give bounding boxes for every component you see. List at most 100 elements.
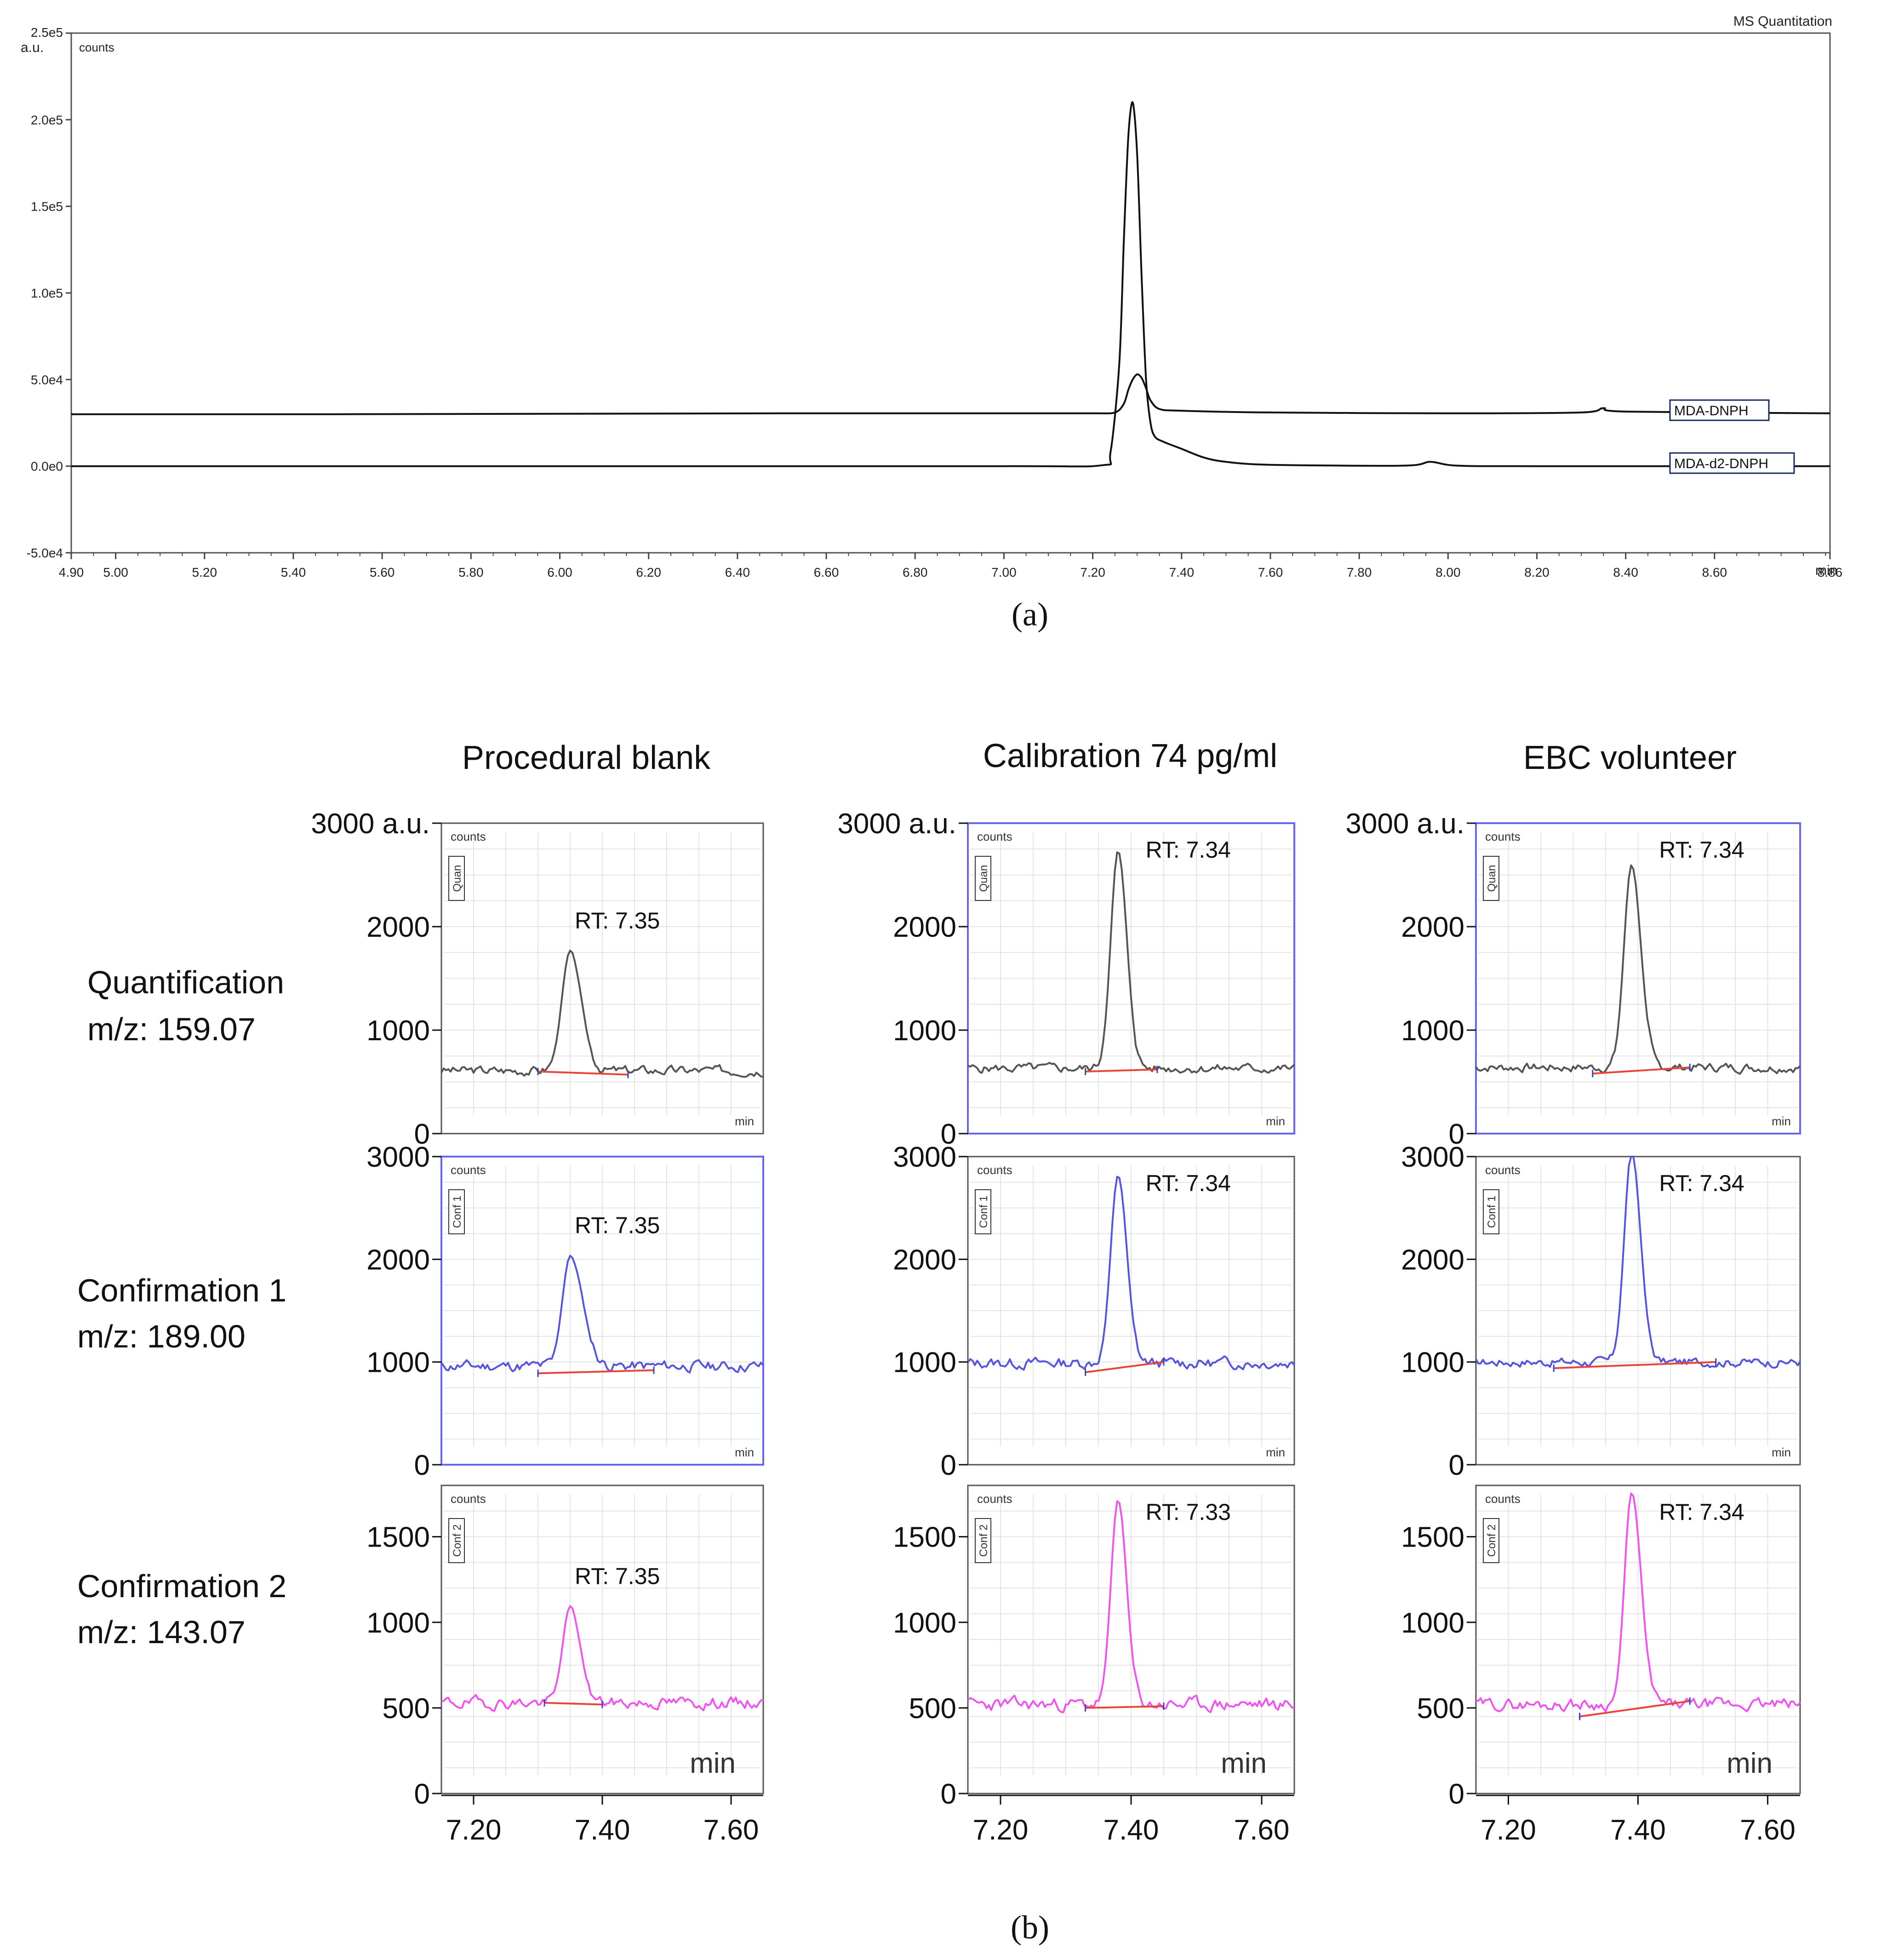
subplot-x-label: min [1221, 1748, 1267, 1779]
column-title-procedural-blank: Procedural blank [462, 739, 711, 776]
subplot-rt-label: RT: 7.34 [1146, 837, 1231, 863]
subplot-r1-c1: counts Conf 1 min RT: 7.34 0 1000 2000 3000 [893, 1141, 1295, 1481]
subplot-integration-baseline [538, 1369, 654, 1375]
caption-b: (b) [1011, 1909, 1049, 1946]
legend-tag-mda-d2-dnph: MDA-d2-DNPH [1669, 452, 1795, 474]
subplot-y-tick-label: 0 [941, 1450, 956, 1481]
subplot-trace-tag-label: Conf 1 [1486, 1196, 1498, 1228]
subplot-y-tick-label: 0 [414, 1118, 430, 1150]
subplot-y-tick-label: 0 [941, 1778, 956, 1810]
subplot-trace [1475, 864, 1801, 1075]
subplot-trace [967, 1500, 1295, 1714]
subplot-trace [440, 1255, 764, 1374]
subplot-y-tick-label: 1000 [366, 1347, 430, 1379]
subplot-trace-tag-box [1483, 1189, 1499, 1234]
subplot-integration-baseline [1592, 1066, 1690, 1075]
panel-a-x-tick-label: 8.86 [1818, 565, 1843, 579]
subplot-integration-baseline [1554, 1361, 1716, 1370]
panel-a-y-tick-label: 1.5e5 [31, 200, 63, 214]
subplot-counts-label: counts [977, 1163, 1012, 1177]
panel-a-y-tick-label: -5.0e4 [27, 546, 63, 560]
row-mz-confirmation-2: m/z: 143.07 [77, 1614, 246, 1650]
subplot-x-tick-label: 7.40 [575, 1814, 630, 1846]
panel-a-chromatogram: MS Quantitation a.u. counts min -5.0e4 0.… [21, 14, 1842, 579]
subplot-y-tick-label: 500 [909, 1693, 956, 1725]
subplot-y-tick-label: 2000 [366, 911, 430, 943]
subplot-rt-label: RT: 7.35 [575, 908, 660, 934]
column-title-ebc-volunteer: EBC volunteer [1523, 739, 1737, 776]
subplot-rt-label: RT: 7.33 [1146, 1499, 1231, 1525]
subplot-trace-tag: Conf 2 [1483, 1518, 1499, 1563]
subplot-trace [1475, 1492, 1801, 1713]
subplot-y-tick-label: 2000 [1401, 1244, 1464, 1276]
panel-a-x-tick-label: 5.40 [281, 565, 306, 579]
subplot-trace-tag-box [448, 1189, 465, 1234]
subplot-x-label-small: min [735, 1445, 754, 1459]
panel-a-x-tick-label: 5.80 [458, 565, 484, 579]
subplot-counts-label: counts [1485, 1492, 1521, 1506]
column-title-calibration: Calibration 74 pg/ml [983, 738, 1277, 774]
subplot-trace-tag-label: Quan [978, 865, 990, 892]
subplot-integration-baseline [1085, 1361, 1164, 1373]
panel-a-x-tick-label: 6.60 [814, 565, 839, 579]
subplot-y-tick-label: 1000 [893, 1347, 956, 1379]
panel-a-x-axis: 4.90 5.00 5.20 5.40 5.60 5.80 6.00 6.20 6.40 6.60… [59, 553, 1843, 579]
subplot-y-tick-label: 2000 [893, 1244, 956, 1276]
subplot-counts-label: counts [1485, 830, 1521, 843]
subplot-r2-c1: counts Conf 2 min RT: 7.33 0 500 1000 1500 7.20 7… [893, 1484, 1295, 1846]
legend-label-mda-dnph: MDA-DNPH [1674, 403, 1749, 418]
subplot-trace-tag: Conf 2 [975, 1518, 991, 1563]
subplot-counts-label: counts [451, 1492, 486, 1506]
subplot-x-label: min [1727, 1748, 1773, 1779]
panel-a-x-tick-label: 6.80 [903, 565, 928, 579]
panel-a-x-tick-label: 7.60 [1258, 565, 1283, 579]
subplot-trace-tag-box [448, 856, 465, 901]
subplot-y-tick-label: 1000 [366, 1015, 430, 1047]
subplot-trace-tag-box [975, 856, 991, 901]
caption-a: (a) [1012, 596, 1048, 633]
subplot-x-tick-label: 7.60 [703, 1814, 759, 1846]
subplot-x-label-small: min [735, 1114, 754, 1128]
subplot-y-top-label: 3000 a.u. [311, 808, 430, 840]
subplot-trace-tag-box [1483, 856, 1499, 901]
subplot-trace-tag: Conf 1 [975, 1189, 991, 1234]
subplot-r1-c0: counts Conf 1 min RT: 7.35 0 1000 2000 3000 [366, 1141, 764, 1481]
panel-a-x-tick-label: 5.60 [370, 565, 395, 579]
panel-a-x-tick-label: 7.20 [1080, 565, 1105, 579]
panel-a-y-axis: -5.0e4 0.0e0 5.0e4 1.0e5 1.5e5 2.0e5 2.5e5 [27, 25, 71, 560]
subplot-y-tick-label: 0 [1449, 1118, 1464, 1150]
series-line-mda-d2-dnph [71, 101, 1830, 468]
panel-a-x-tick-label: 7.80 [1347, 565, 1372, 579]
subplot-trace-tag: Quan [448, 856, 465, 901]
subplot-r2-c2: counts Conf 2 min RT: 7.34 0 500 1000 1500 7.20 7… [1401, 1484, 1801, 1846]
subplot-x-tick-label: 7.20 [1481, 1814, 1536, 1846]
subplot-y-tick-label: 1000 [1401, 1607, 1464, 1639]
panel-a-x-tick-label: 8.00 [1435, 565, 1461, 579]
panel-a-x-tick-label: 6.00 [547, 565, 572, 579]
subplot-integration-baseline [544, 1702, 603, 1706]
subplot-counts-label: counts [451, 830, 486, 843]
subplot-trace-tag-label: Conf 2 [978, 1524, 990, 1557]
subplot-y-tick-label: 1000 [1401, 1347, 1464, 1379]
subplot-trace-tag-label: Conf 2 [1486, 1524, 1498, 1557]
subplot-x-label-small: min [1772, 1445, 1791, 1459]
subplot-trace-tag-label: Quan [451, 865, 463, 892]
row-label-confirmation-2: Confirmation 2 [77, 1568, 286, 1604]
subplot-trace-tag: Quan [1483, 856, 1499, 901]
panel-a-y-tick-label: 2.0e5 [31, 113, 63, 127]
subplot-y-tick-label: 1000 [366, 1607, 430, 1639]
subplot-integration-baseline [1579, 1700, 1690, 1718]
subplot-y-tick-label: 3000 [1401, 1141, 1464, 1173]
panel-a-x-label: min [1815, 563, 1837, 578]
subplot-trace-tag-box [975, 1189, 991, 1234]
subplot-y-tick-label: 0 [1449, 1450, 1464, 1481]
subplot-y-tick-label: 1500 [366, 1522, 430, 1553]
panel-a-x-tick-label: 8.60 [1702, 565, 1727, 579]
subplot-y-tick-label: 1000 [893, 1607, 956, 1639]
subplot-y-tick-label: 3000 [893, 1141, 956, 1173]
subplot-y-tick-label: 0 [414, 1778, 430, 1810]
subplot-y-tick-label: 1000 [893, 1015, 956, 1047]
subplot-r0-c0: counts Quan min RT: 7.35 0 1000 2000 3000 a.u. [311, 808, 764, 1150]
subplot-counts-label: counts [451, 1163, 486, 1177]
